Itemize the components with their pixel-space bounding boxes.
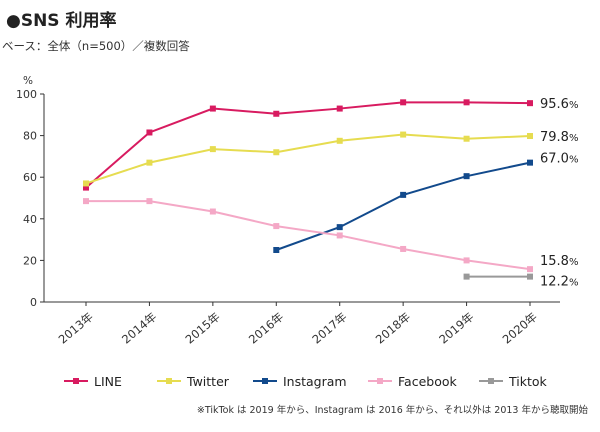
data-point-instagram [336,224,343,231]
series-tiktok [463,273,533,280]
footnote: ※TikTok は 2019 年から、Instagram は 2016 年から、… [196,405,588,416]
data-point-twitter [273,149,280,156]
legend-label: Instagram [283,374,347,389]
data-point-twitter [146,159,153,166]
legend-swatch-marker [262,378,268,384]
data-point-facebook [336,232,343,239]
data-point-line [463,99,470,106]
data-point-line [209,105,216,112]
legend-item-twitter: Twitter [157,374,230,389]
end-label-twitter: 79.8% [540,130,578,145]
chart-title: ●SNS 利用率 [6,11,117,31]
legend-swatch-marker [377,378,383,384]
data-point-twitter [400,131,407,138]
data-point-facebook [463,257,470,264]
data-point-twitter [209,146,216,153]
data-point-facebook [400,245,407,252]
data-point-twitter [336,137,343,144]
series-line-instagram [275,161,531,251]
data-point-facebook [273,223,280,230]
legend-swatch-marker [73,378,79,384]
data-point-line [83,184,89,191]
series-layer [83,99,533,280]
data-point-tiktok [463,273,470,280]
legend-item-tiktok: Tiktok [479,374,548,389]
data-point-instagram [400,191,407,198]
y-tick-label: 0 [30,296,37,309]
x-tick-label: 2013年 [56,310,96,347]
data-point-line [336,105,343,112]
series-facebook [83,198,533,273]
axes: 0 20 40 60 80 100 2013年 2014年 2015年 2016年 2017年 201… [16,88,560,347]
end-label-line: 95.6% [540,97,578,112]
series-line-facebook [86,200,531,271]
legend-item-line: LINE [64,374,122,389]
y-unit-label: % [23,75,33,87]
data-point-line [273,110,280,117]
data-point-twitter [83,180,89,187]
data-point-instagram [463,173,470,180]
x-tick-label: 2020年 [500,310,540,347]
x-tick-label: 2015年 [183,310,223,347]
legend-item-instagram: Instagram [253,374,347,389]
data-point-facebook [209,208,216,215]
data-point-line [527,100,533,107]
series-twitter [83,131,533,187]
x-tick-label: 2017年 [309,310,349,347]
data-point-instagram [273,247,280,253]
legend: LINE Twitter Instagram Facebook Tiktok [64,374,548,389]
data-point-facebook [527,266,533,273]
data-point-instagram [527,159,533,166]
legend-label: Twitter [186,374,230,389]
x-tick-label: 2018年 [373,310,413,347]
end-label-tiktok: 12.2% [540,275,578,290]
series-instagram [273,159,533,253]
x-tick-label: 2014年 [119,310,159,347]
y-tick-label: 60 [23,171,37,184]
data-point-line [400,99,407,106]
end-labels: 95.6% 79.8% 67.0% 15.8% 12.2% [540,97,578,289]
legend-swatch-marker [488,378,494,384]
end-label-instagram: 67.0% [540,152,578,167]
y-tick-label: 20 [23,254,37,267]
legend-label: LINE [94,374,122,389]
y-tick-label: 40 [23,213,37,226]
series-line-twitter [85,133,531,185]
x-tick-label: 2019年 [436,310,476,347]
data-point-line [146,129,153,136]
series-line-line [85,101,531,189]
chart-subtitle: ベース：全体（n=500）／複数回答 [2,39,190,53]
y-tick-label: 80 [23,130,37,143]
x-tick-label: 2016年 [246,310,286,347]
series-line [83,99,533,191]
y-tick-label: 100 [16,88,37,101]
legend-label: Facebook [398,374,457,389]
end-label-facebook: 15.8% [540,254,578,269]
data-point-facebook [146,198,153,205]
legend-item-facebook: Facebook [368,374,457,389]
data-point-twitter [527,133,533,140]
data-point-tiktok [527,273,533,280]
data-point-twitter [463,135,470,142]
legend-label: Tiktok [508,374,548,389]
data-point-facebook [83,198,89,205]
legend-swatch-marker [166,378,172,384]
